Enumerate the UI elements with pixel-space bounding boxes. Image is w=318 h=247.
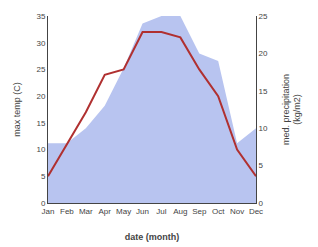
svg-text:20: 20: [36, 92, 45, 101]
svg-text:May: May: [116, 207, 131, 216]
svg-text:Apr: Apr: [99, 207, 112, 216]
svg-text:10: 10: [259, 124, 268, 133]
svg-text:Sep: Sep: [192, 207, 207, 216]
svg-text:Jul: Jul: [156, 207, 166, 216]
svg-text:Aug: Aug: [173, 207, 187, 216]
svg-text:Nov: Nov: [230, 207, 244, 216]
svg-text:5: 5: [41, 172, 46, 181]
svg-text:30: 30: [36, 39, 45, 48]
svg-text:Feb: Feb: [60, 207, 74, 216]
svg-text:Oct: Oct: [212, 207, 225, 216]
svg-text:20: 20: [259, 49, 268, 58]
svg-text:15: 15: [259, 87, 268, 96]
svg-text:15: 15: [36, 119, 45, 128]
svg-text:Mar: Mar: [79, 207, 93, 216]
svg-text:med. precipitation(kg/m2): med. precipitation(kg/m2): [281, 74, 303, 145]
svg-text:0: 0: [259, 199, 264, 208]
svg-text:date (month): date (month): [125, 232, 180, 242]
svg-text:Dec: Dec: [249, 207, 263, 216]
svg-text:10: 10: [36, 145, 45, 154]
svg-text:25: 25: [36, 65, 45, 74]
svg-text:35: 35: [36, 12, 45, 21]
svg-text:max temp (C): max temp (C): [12, 82, 22, 137]
svg-text:5: 5: [259, 161, 264, 170]
svg-text:Jun: Jun: [136, 207, 149, 216]
svg-text:Jan: Jan: [42, 207, 55, 216]
svg-text:0: 0: [41, 199, 46, 208]
svg-text:25: 25: [259, 12, 268, 21]
